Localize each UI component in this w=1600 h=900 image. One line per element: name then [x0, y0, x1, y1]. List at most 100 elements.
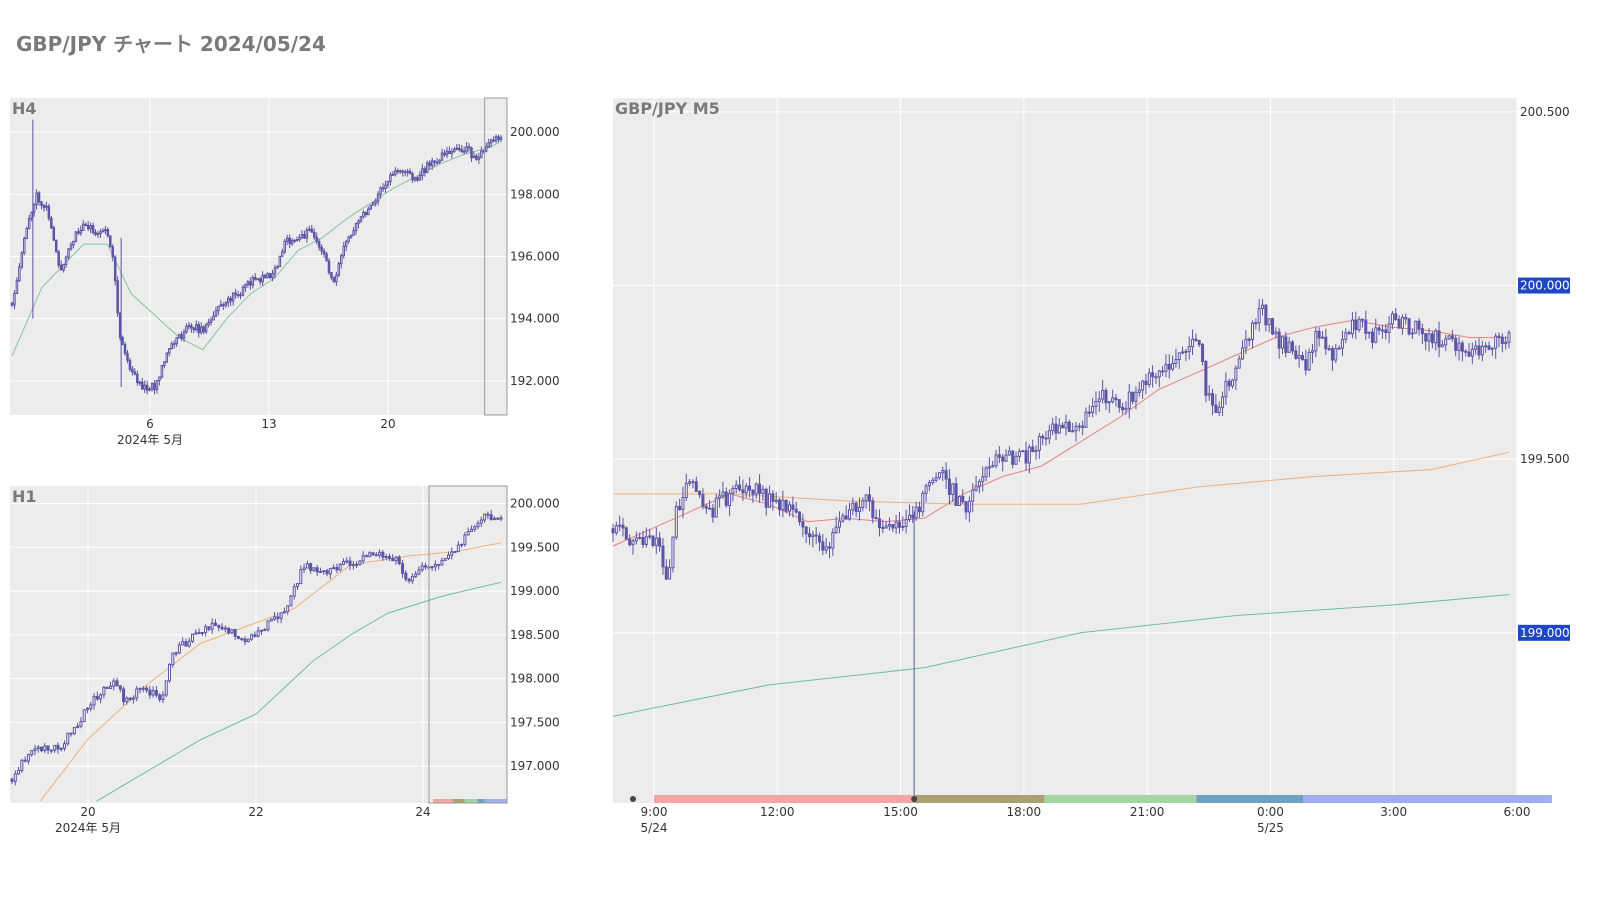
- candle-body: [64, 256, 68, 265]
- candle-body: [1447, 335, 1451, 340]
- candle-body: [443, 558, 447, 561]
- candle-body: [1011, 450, 1015, 465]
- candle-body: [364, 211, 368, 216]
- h4-range-highlight[interactable]: [484, 97, 508, 416]
- m5-chart[interactable]: GBP/JPY M5 200.500 199.500 200.000 199.000…: [600, 90, 1590, 850]
- candle-body: [469, 528, 473, 532]
- candle-body: [86, 224, 90, 230]
- candle-body: [1197, 339, 1201, 345]
- candle-body: [79, 229, 83, 234]
- candle-body: [1387, 323, 1391, 334]
- candle-body: [273, 616, 277, 620]
- candle-body: [453, 551, 457, 554]
- candle-body: [837, 520, 842, 528]
- candle-body: [440, 152, 444, 161]
- candle-body: [1137, 389, 1141, 393]
- h1-chart[interactable]: H1 200.000 199.500 199.000 198.500 198.000 19…: [0, 478, 570, 848]
- candle-body: [269, 618, 273, 622]
- candle-body: [352, 230, 355, 236]
- candle-body: [947, 478, 951, 495]
- candle-body: [111, 246, 114, 258]
- candle-body: [36, 746, 40, 750]
- candle-body: [254, 277, 257, 280]
- candle-body: [1004, 454, 1008, 462]
- candle-body: [818, 535, 822, 543]
- candle-body: [192, 327, 196, 331]
- candle-body: [485, 146, 488, 152]
- x-tick-label: 22: [248, 805, 263, 819]
- candle-body: [701, 494, 705, 507]
- candle-body: [1061, 424, 1065, 429]
- h1-range-highlight[interactable]: [428, 485, 508, 804]
- candle-body: [1177, 352, 1181, 361]
- candle-body: [136, 373, 139, 384]
- candle-body: [678, 505, 682, 510]
- candle-body: [160, 365, 164, 378]
- x-tick-label: 21:00: [1130, 805, 1165, 819]
- candle-body: [1484, 345, 1488, 348]
- candle-body: [404, 572, 408, 580]
- candle-body: [391, 173, 395, 176]
- candle-body: [125, 697, 129, 703]
- candle-body: [190, 325, 193, 329]
- candle-body: [1467, 351, 1471, 357]
- candle-body: [312, 567, 316, 571]
- candle-body: [185, 325, 188, 333]
- candle-body: [241, 286, 245, 296]
- candle-body: [897, 521, 901, 528]
- candle-body: [30, 211, 33, 220]
- candle-body: [1274, 331, 1278, 335]
- candle-body: [384, 184, 387, 190]
- candle-body: [56, 744, 60, 750]
- candle-body: [246, 638, 250, 643]
- candle-body: [279, 612, 283, 619]
- candle-body: [1420, 328, 1424, 335]
- candle-body: [161, 694, 165, 700]
- candle-body: [453, 148, 456, 153]
- h4-chart[interactable]: H4 200.000 198.000 196.000 194.000 192.000 6…: [0, 90, 570, 460]
- candle-body: [1194, 338, 1198, 341]
- candle-body: [641, 536, 645, 546]
- candle-body: [143, 384, 146, 390]
- candle-body: [460, 543, 464, 546]
- candle-body: [861, 500, 865, 508]
- candle-body: [327, 260, 331, 274]
- candle-body: [728, 492, 732, 507]
- candle-body: [1474, 345, 1478, 350]
- candle-body: [187, 325, 191, 328]
- candle-body: [62, 263, 65, 271]
- candle-body: [345, 560, 349, 563]
- candle-body: [319, 570, 322, 573]
- candle-body: [126, 352, 129, 361]
- candle-body: [33, 748, 37, 752]
- candle-body: [63, 743, 67, 749]
- candle-body: [411, 173, 414, 181]
- candle-body: [907, 514, 911, 520]
- candle-body: [831, 532, 835, 549]
- session-band: [1303, 795, 1552, 803]
- ma-line: [612, 594, 1510, 717]
- candle-body: [82, 709, 86, 723]
- candle-body: [1397, 318, 1401, 329]
- candle-body: [102, 686, 106, 696]
- candle-body: [266, 620, 270, 631]
- candle-body: [884, 525, 888, 529]
- y-tick-label: 199.500: [510, 540, 560, 554]
- y-tick-label: 200.500: [1520, 105, 1570, 119]
- candle-body: [320, 246, 323, 252]
- candle-body: [131, 368, 134, 373]
- candle-body: [1187, 346, 1191, 352]
- h1-plot-area: [10, 486, 507, 803]
- candle-body: [77, 231, 80, 234]
- candle-body: [1507, 332, 1511, 343]
- ma-line: [11, 141, 502, 357]
- candle-body: [472, 155, 476, 159]
- session-marker: [911, 796, 918, 802]
- candle-body: [95, 695, 99, 700]
- candle-body: [457, 147, 461, 151]
- candle-body: [1287, 341, 1291, 353]
- candle-body: [1141, 380, 1145, 391]
- candle-body: [1317, 330, 1321, 339]
- candle-body: [658, 537, 662, 547]
- candle-body: [1247, 338, 1251, 341]
